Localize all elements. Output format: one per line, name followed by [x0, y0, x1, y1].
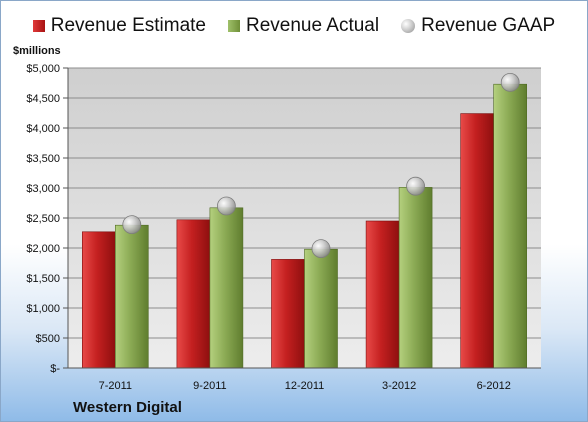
x-tick-label: 7-2011 [99, 380, 132, 392]
bars [82, 83, 528, 369]
legend-swatch-revenue-actual [228, 20, 240, 32]
legend-swatch-revenue-estimate [32, 20, 45, 32]
y-tick-label: $5,000 [26, 63, 60, 75]
legend-item-revenue-actual: Revenue Actual [228, 15, 379, 37]
marker-revenue-gaap [216, 196, 236, 216]
x-tick-label: 3-2012 [382, 380, 416, 392]
y-tick-label: $2,000 [26, 243, 60, 255]
bar-revenue-actual [304, 248, 338, 369]
y-tick-label: $3,000 [26, 183, 60, 195]
y-tick-label: $3,500 [26, 153, 60, 165]
gaap-markers [122, 73, 520, 259]
legend-label-revenue-actual: Revenue Actual [246, 15, 380, 36]
y-tick-label: $4,500 [26, 93, 60, 105]
marker-revenue-gaap [311, 239, 331, 259]
marker-revenue-gaap [122, 215, 142, 235]
x-axis: 7-2011 9-2011 12-2011 3-2012 6-2012 [68, 367, 541, 392]
bar-revenue-actual [115, 224, 149, 369]
bar-revenue-estimate [460, 113, 495, 369]
y-tick-label: $1,500 [26, 273, 60, 285]
y-tick-label: $2,500 [26, 213, 60, 225]
marker-revenue-gaap [500, 73, 520, 92]
legend-label-revenue-gaap: Revenue GAAP [421, 15, 556, 36]
x-tick-label: 12-2011 [285, 380, 325, 392]
marker-revenue-gaap [406, 176, 426, 196]
y-tick-label: $500 [36, 333, 60, 345]
bar-revenue-estimate [176, 219, 211, 369]
bar-revenue-estimate [365, 220, 400, 369]
legend-marker-revenue-gaap [401, 19, 416, 33]
y-tick-label: $4,000 [26, 123, 60, 135]
legend: Revenue Estimate Revenue Actual Revenue … [1, 15, 587, 37]
bar-revenue-actual [398, 187, 433, 369]
company-name: Western Digital [73, 399, 182, 416]
x-tick-label: 6-2012 [477, 380, 511, 392]
y-tick-label: $1,000 [26, 303, 60, 315]
bar-revenue-estimate [271, 259, 305, 369]
y-axis-unit-label: $millions [13, 45, 61, 57]
bar-revenue-actual [493, 83, 528, 369]
y-tick-label: $- [50, 363, 60, 375]
y-axis: $- $500 $1,000 $1,500 $2,000 $2,500 $3,000 $3,5… [26, 63, 69, 375]
legend-item-revenue-estimate: Revenue Estimate [32, 15, 206, 37]
bar-revenue-estimate [82, 231, 116, 369]
x-tick-label: 9-2011 [193, 380, 226, 392]
legend-label-revenue-estimate: Revenue Estimate [50, 15, 206, 36]
legend-item-revenue-gaap: Revenue GAAP [401, 15, 555, 37]
bar-revenue-actual [209, 207, 244, 369]
